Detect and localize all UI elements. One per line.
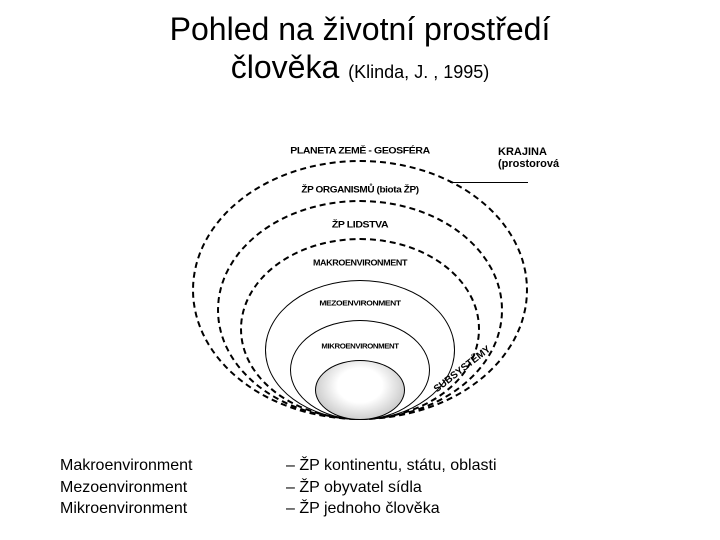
legend-def-micro: – ŽP jednoho člověka: [286, 498, 497, 520]
title-citation: (Klinda, J. , 1995): [348, 62, 489, 82]
title-line1: Pohled na životní prostředí: [170, 11, 551, 47]
label-krajina-line1: KRAJINA: [498, 146, 547, 158]
page-title: Pohled na životní prostředí člověka (Kli…: [0, 0, 720, 87]
nested-environment-diagram: PLANETA ZEMĚ - GEOSFÉRA ŽP ORGANISMŮ (bi…: [0, 130, 720, 430]
legend: Makroenvironment Mezoenvironment Mikroen…: [60, 455, 497, 520]
legend-def-mezo: – ŽP obyvatel sídla: [286, 477, 497, 499]
legend-term-mezo: Mezoenvironment: [60, 477, 240, 499]
label-krajina: KRAJINA (prostorová: [498, 146, 559, 170]
legend-definitions: – ŽP kontinentu, státu, oblasti – ŽP oby…: [286, 455, 497, 520]
label-macro: MAKROENVIRONMENT: [313, 259, 407, 268]
label-krajina-line2: (prostorová: [498, 158, 559, 170]
ellipse-micro: [315, 360, 405, 420]
leader-krajina: [450, 182, 528, 183]
label-mezo: MEZOENVIRONMENT: [319, 299, 400, 308]
legend-def-macro: – ŽP kontinentu, státu, oblasti: [286, 455, 497, 477]
legend-term-micro: Mikroenvironment: [60, 498, 240, 520]
label-organisms: ŽP ORGANISMŮ (biota ŽP): [301, 186, 418, 196]
label-micro: MIKROENVIRONMENT: [321, 343, 398, 351]
legend-terms: Makroenvironment Mezoenvironment Mikroen…: [60, 455, 240, 520]
label-humanity: ŽP LIDSTVA: [332, 220, 388, 231]
label-geosphere: PLANETA ZEMĚ - GEOSFÉRA: [290, 146, 430, 157]
title-line2: člověka: [231, 49, 348, 85]
legend-term-macro: Makroenvironment: [60, 455, 240, 477]
